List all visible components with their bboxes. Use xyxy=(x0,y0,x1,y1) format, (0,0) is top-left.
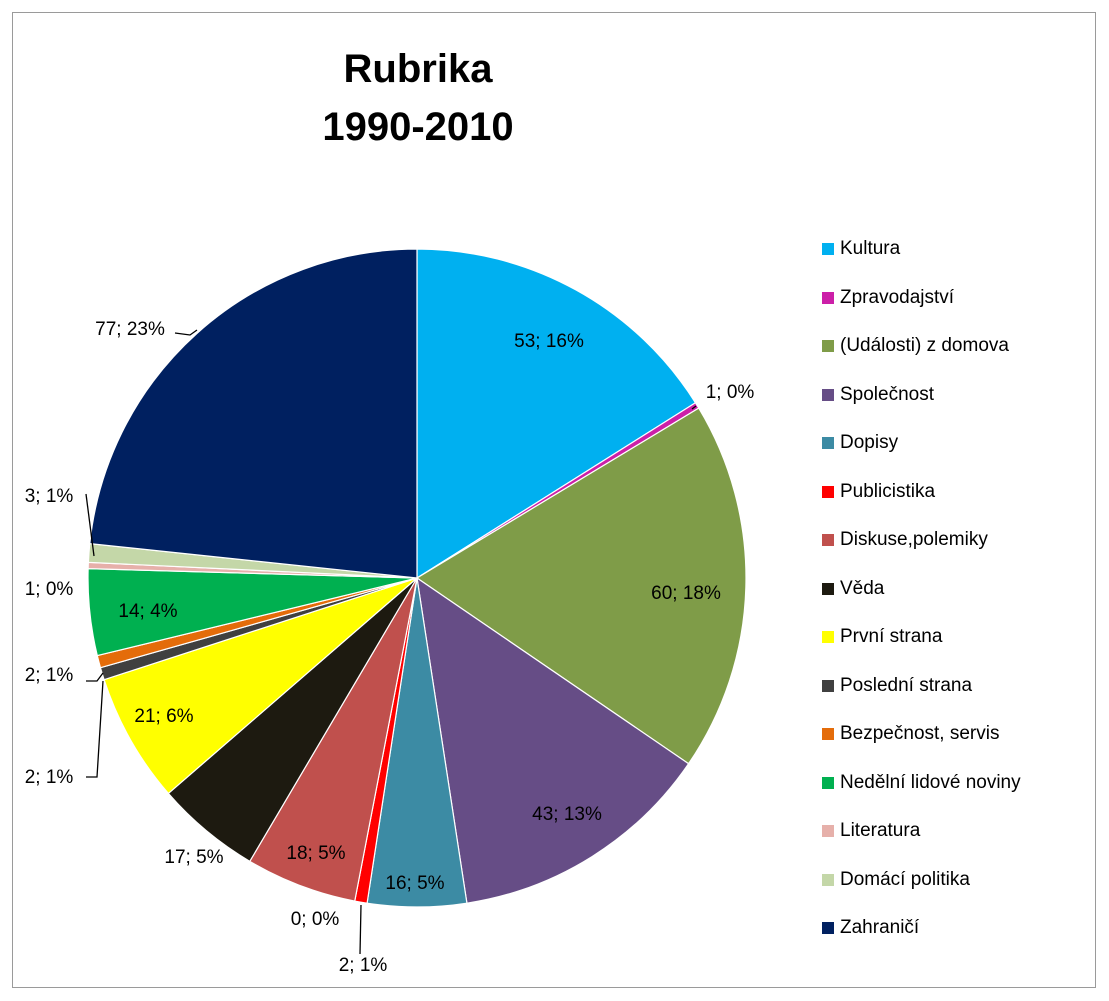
legend-swatch xyxy=(822,825,834,838)
data-label-4: 16; 5% xyxy=(385,873,444,894)
legend-swatch xyxy=(822,776,834,789)
data-label-8: 21; 6% xyxy=(134,706,193,727)
legend-label: Poslední strana xyxy=(840,674,973,696)
pie-slice-2 xyxy=(415,407,747,765)
legend-swatch xyxy=(822,437,834,450)
data-label-9: 2; 1% xyxy=(25,767,74,788)
legend: Kultura Zpravodajství (Události) z domova S… xyxy=(822,225,1092,953)
legend-label: Zahraničí xyxy=(840,917,920,939)
legend-item-0: Kultura xyxy=(822,225,1092,274)
leader-line-1 xyxy=(691,405,697,410)
legend-item-14: Zahraničí xyxy=(822,904,1092,953)
legend-swatch xyxy=(822,679,834,692)
data-label-3: 43; 13% xyxy=(532,804,602,825)
legend-item-2: (Události) z domova xyxy=(822,322,1092,371)
legend-label: Společnost xyxy=(840,383,935,405)
leader-line-10 xyxy=(86,672,104,682)
legend-label: Literatura xyxy=(840,820,921,842)
legend-swatch xyxy=(822,388,834,401)
chart-title: Rubrika 1990-2010 xyxy=(0,40,836,156)
data-label-10: 2; 1% xyxy=(25,665,74,686)
legend-item-12: Literatura xyxy=(822,807,1092,856)
legend-swatch xyxy=(822,485,834,498)
legend-label: Nedělní lidové noviny xyxy=(840,771,1021,793)
pie-slice-8 xyxy=(103,577,418,795)
legend-item-9: Poslední strana xyxy=(822,662,1092,711)
legend-swatch xyxy=(822,340,834,353)
legend-item-3: Společnost xyxy=(822,371,1092,420)
data-label-1: 1; 0% xyxy=(706,382,755,403)
legend-item-11: Nedělní lidové noviny xyxy=(822,759,1092,808)
legend-label: Publicistika xyxy=(840,480,936,502)
legend-item-4: Dopisy xyxy=(822,419,1092,468)
legend-swatch xyxy=(822,582,834,595)
data-label-7: 17; 5% xyxy=(164,847,223,868)
legend-label: Diskuse,polemiky xyxy=(840,529,988,551)
data-label-6: 18; 5% xyxy=(286,843,345,864)
data-label-zero-0: 0; 0% xyxy=(291,909,340,930)
chart-title-line-1: Rubrika xyxy=(343,47,493,91)
data-label-11: 14; 4% xyxy=(118,601,177,622)
legend-swatch xyxy=(822,291,834,304)
legend-swatch xyxy=(822,922,834,935)
leader-line-14 xyxy=(174,329,198,336)
pie-slice-0 xyxy=(416,248,697,580)
legend-item-7: Věda xyxy=(822,565,1092,614)
legend-label: Bezpečnost, servis xyxy=(840,723,1000,745)
data-label-2: 60; 18% xyxy=(651,583,721,604)
legend-label: Věda xyxy=(840,577,885,599)
legend-label: (Události) z domova xyxy=(840,335,1009,357)
legend-label: Domácí politika xyxy=(840,868,970,890)
legend-swatch xyxy=(822,534,834,547)
chart-title-line-2: 1990-2010 xyxy=(322,105,514,149)
legend-item-8: První strana xyxy=(822,613,1092,662)
leader-line-9 xyxy=(86,680,104,778)
legend-label: Zpravodajství xyxy=(840,286,955,308)
legend-item-1: Zpravodajství xyxy=(822,274,1092,323)
legend-item-13: Domácí politika xyxy=(822,856,1092,905)
legend-swatch xyxy=(822,873,834,886)
legend-item-5: Publicistika xyxy=(822,468,1092,517)
legend-swatch xyxy=(822,243,834,256)
legend-item-6: Diskuse,polemiky xyxy=(822,516,1092,565)
legend-item-10: Bezpečnost, servis xyxy=(822,710,1092,759)
leader-line-5 xyxy=(359,904,362,955)
leader-line-13 xyxy=(85,493,95,557)
data-label-5: 2; 1% xyxy=(339,955,388,976)
data-label-0: 53; 16% xyxy=(514,331,584,352)
legend-swatch xyxy=(822,631,834,644)
legend-swatch xyxy=(822,728,834,741)
legend-label: První strana xyxy=(840,626,943,648)
data-label-14: 77; 23% xyxy=(95,319,165,340)
pie-slice-14 xyxy=(89,248,418,579)
legend-label: Kultura xyxy=(840,238,901,260)
legend-label: Dopisy xyxy=(840,432,899,454)
pie-slice-3 xyxy=(416,576,690,904)
data-label-12: 1; 0% xyxy=(25,579,74,600)
data-label-13: 3; 1% xyxy=(25,486,74,507)
